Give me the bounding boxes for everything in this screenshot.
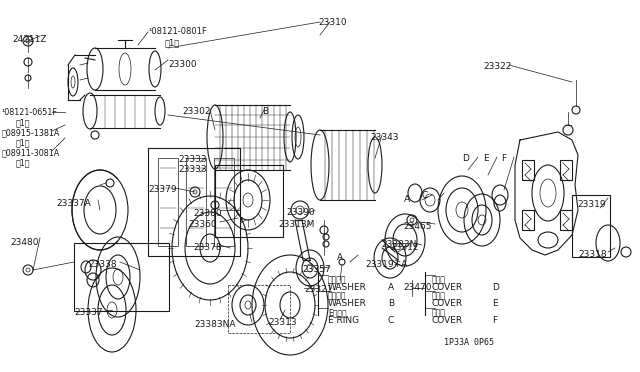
Text: C: C: [421, 191, 428, 200]
Text: 23302: 23302: [182, 107, 211, 116]
Text: 23310: 23310: [318, 18, 347, 27]
Bar: [214, 158, 234, 246]
Bar: [522, 160, 534, 180]
Text: A: A: [404, 195, 410, 204]
Text: 23337A: 23337A: [56, 199, 91, 208]
Text: 23333: 23333: [178, 155, 207, 164]
Text: B: B: [388, 299, 394, 308]
Text: E RING: E RING: [328, 316, 359, 325]
Text: ¹08121-0801F: ¹08121-0801F: [148, 27, 207, 36]
Text: （1）: （1）: [165, 38, 180, 47]
Bar: [560, 210, 572, 230]
Text: 23313: 23313: [268, 318, 296, 327]
Text: 23319: 23319: [577, 200, 605, 209]
Text: E: E: [483, 154, 488, 163]
Text: ワッシャ: ワッシャ: [328, 275, 346, 284]
Text: ワッシャ: ワッシャ: [328, 291, 346, 300]
Text: 23300: 23300: [168, 60, 196, 69]
Text: 23383N: 23383N: [381, 240, 417, 249]
Text: E: E: [492, 299, 498, 308]
Text: ¹08121-0651F: ¹08121-0651F: [2, 108, 58, 117]
Text: 23357: 23357: [302, 265, 331, 274]
Text: A: A: [388, 283, 394, 292]
Bar: [560, 160, 572, 180]
Text: Eリング: Eリング: [328, 308, 347, 317]
Text: （1）: （1）: [16, 118, 31, 127]
Text: A: A: [337, 253, 343, 262]
Text: カバー: カバー: [432, 291, 446, 300]
Text: 23379: 23379: [148, 185, 177, 194]
Bar: [572, 195, 610, 257]
Text: 23378: 23378: [193, 243, 221, 252]
Text: 23380: 23380: [193, 209, 221, 218]
Text: 23480: 23480: [10, 238, 38, 247]
Text: 23360: 23360: [188, 220, 216, 229]
Text: 23318: 23318: [578, 250, 607, 259]
Text: カバー: カバー: [432, 308, 446, 317]
Bar: [158, 158, 178, 246]
Text: （1）: （1）: [16, 138, 31, 147]
Text: カバー: カバー: [432, 275, 446, 284]
Text: 23338: 23338: [88, 260, 116, 269]
Text: COVER: COVER: [432, 283, 463, 292]
Text: 23312: 23312: [390, 243, 419, 252]
Text: 23333: 23333: [178, 165, 207, 174]
Text: 23470: 23470: [403, 283, 431, 292]
Text: WASHER: WASHER: [328, 299, 367, 308]
Text: 23319+A: 23319+A: [365, 260, 407, 269]
Text: （1）: （1）: [16, 158, 31, 167]
Text: 24211Z: 24211Z: [12, 35, 47, 44]
Bar: [74, 243, 169, 311]
Text: Ⓞ08911-3081A: Ⓞ08911-3081A: [2, 148, 60, 157]
Text: 23343: 23343: [370, 133, 399, 142]
Text: B: B: [262, 107, 268, 116]
Text: 23383NA: 23383NA: [194, 320, 236, 329]
Text: 23313M: 23313M: [278, 220, 314, 229]
Text: 23321: 23321: [304, 285, 333, 294]
Text: F: F: [501, 154, 506, 163]
Text: COVER: COVER: [432, 316, 463, 325]
Text: COVER: COVER: [432, 299, 463, 308]
Bar: [228, 285, 290, 333]
Bar: [522, 210, 534, 230]
Text: WASHER: WASHER: [328, 283, 367, 292]
Text: D: D: [462, 154, 469, 163]
Text: F: F: [492, 316, 497, 325]
Text: D: D: [492, 283, 499, 292]
Text: 23337: 23337: [74, 308, 102, 317]
Bar: [148, 148, 240, 256]
Bar: [215, 165, 283, 237]
Text: 23322: 23322: [483, 62, 511, 71]
Bar: [186, 158, 206, 246]
Text: 1P33A 0P65: 1P33A 0P65: [444, 338, 494, 347]
Text: Ⓠ08915-1381A: Ⓠ08915-1381A: [2, 128, 60, 137]
Text: C: C: [388, 316, 394, 325]
Text: 23390: 23390: [286, 208, 315, 217]
Text: 23465: 23465: [403, 222, 431, 231]
